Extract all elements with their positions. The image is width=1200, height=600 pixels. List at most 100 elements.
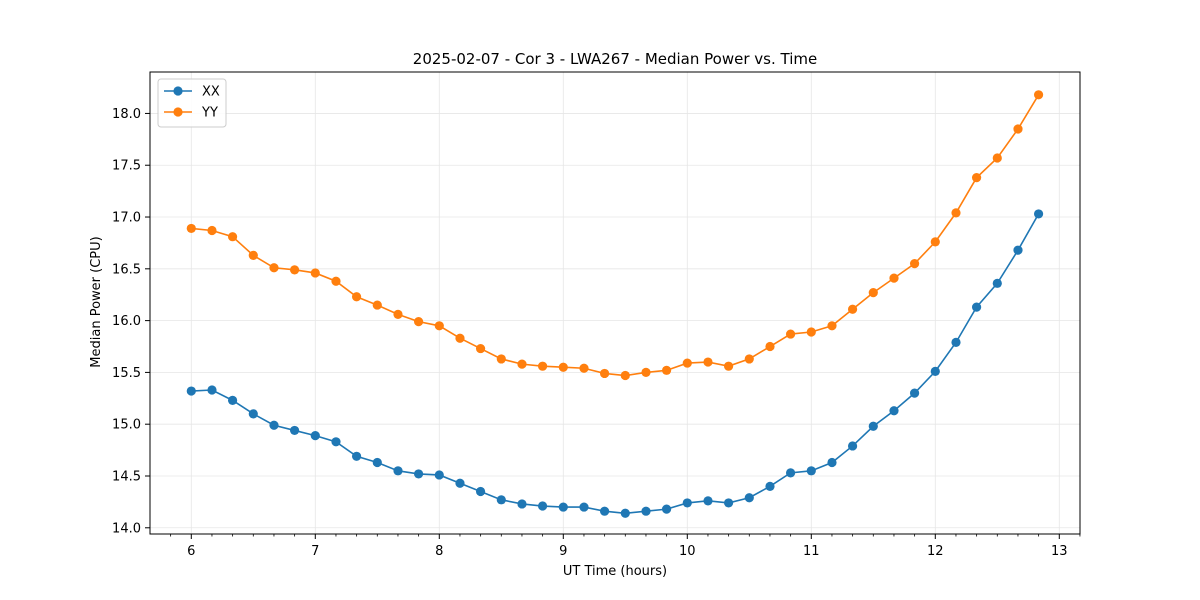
chart-title: 2025-02-07 - Cor 3 - LWA267 - Median Pow… [413, 50, 817, 68]
legend-marker-xx [173, 86, 183, 96]
data-point-yy [227, 232, 238, 242]
x-tick-label: 7 [311, 544, 319, 559]
data-point-xx [475, 486, 486, 497]
grid [150, 72, 1080, 534]
data-point-xx [227, 395, 238, 405]
data-point-xx [951, 337, 961, 347]
data-point-yy [393, 309, 403, 319]
data-point-xx [372, 457, 382, 468]
data-point-xx [248, 409, 258, 419]
data-point-yy [496, 354, 506, 364]
data-point-xx [661, 504, 672, 514]
data-point-yy [455, 333, 465, 343]
data-point-xx [641, 506, 651, 516]
series-xx [186, 209, 1044, 518]
data-point-xx [579, 502, 589, 512]
data-point-xx [847, 441, 858, 451]
data-point-yy [248, 250, 258, 260]
data-point-xx [909, 388, 920, 398]
data-point-yy [868, 288, 878, 298]
x-tick-label: 9 [559, 544, 567, 559]
x-tick-label: 6 [187, 544, 195, 559]
data-point-yy [620, 370, 630, 381]
data-point-yy [434, 321, 444, 331]
data-point-yy [537, 361, 548, 371]
y-tick-label: 15.0 [112, 418, 141, 433]
data-point-yy [1013, 124, 1023, 134]
data-point-xx [723, 498, 734, 508]
data-point-yy [723, 361, 734, 371]
data-point-xx [310, 430, 320, 441]
data-point-xx [517, 499, 527, 509]
data-point-yy [289, 265, 300, 275]
legend-marker-yy [173, 107, 183, 117]
data-point-xx [868, 421, 878, 431]
data-point-yy [186, 223, 196, 234]
x-tick-label: 12 [927, 544, 944, 559]
y-tick-label: 18.0 [112, 107, 141, 122]
x-tick-label: 8 [435, 544, 443, 559]
data-point-xx [455, 478, 465, 488]
data-point-xx [289, 425, 300, 436]
x-tick-label: 13 [1051, 544, 1068, 559]
axes [149, 71, 1081, 535]
data-point-yy [682, 358, 692, 368]
data-point-xx [496, 495, 506, 505]
data-point-yy [909, 259, 920, 269]
y-tick-label: 14.0 [112, 521, 141, 536]
data-point-yy [930, 237, 940, 247]
data-point-xx [207, 385, 217, 395]
data-point-yy [785, 329, 796, 339]
data-point-yy [847, 304, 858, 314]
data-point-yy [1033, 90, 1044, 100]
data-point-xx [682, 498, 692, 508]
data-point-xx [1033, 209, 1044, 219]
data-point-yy [558, 362, 568, 372]
data-point-xx [765, 481, 775, 491]
data-point-xx [269, 420, 279, 430]
data-point-xx [889, 406, 899, 416]
y-tick-label: 17.5 [112, 159, 141, 174]
data-point-xx [186, 386, 196, 396]
data-point-yy [310, 268, 320, 278]
legend-label-yy: YY [201, 106, 218, 121]
data-point-yy [744, 354, 754, 364]
data-point-xx [413, 469, 424, 479]
data-point-xx [930, 366, 940, 376]
data-point-xx [620, 508, 630, 518]
y-tick-label: 16.0 [112, 314, 141, 329]
data-point-yy [207, 225, 217, 236]
data-point-yy [992, 153, 1002, 163]
data-point-yy [951, 208, 961, 218]
y-tick-label: 16.5 [112, 262, 141, 277]
y-tick-label: 14.5 [112, 469, 141, 484]
data-point-xx [393, 466, 403, 476]
data-point-yy [599, 368, 610, 379]
plot-frame [149, 71, 1081, 535]
legend: XX YY [157, 78, 227, 128]
series-yy [186, 90, 1044, 381]
data-point-yy [475, 343, 486, 354]
data-point-xx [351, 451, 362, 461]
data-point-yy [971, 173, 982, 183]
data-point-xx [558, 502, 568, 512]
data-point-yy [351, 292, 362, 302]
data-point-yy [413, 317, 424, 327]
data-point-yy [889, 273, 899, 283]
data-point-yy [579, 363, 589, 373]
x-tick-label: 10 [679, 544, 696, 559]
data-point-xx [703, 496, 713, 506]
data-point-yy [806, 327, 816, 337]
y-tick-label: 15.5 [112, 366, 141, 381]
data-point-xx [806, 466, 816, 476]
x-tick-label: 11 [803, 544, 820, 559]
data-point-yy [372, 300, 382, 310]
data-point-xx [827, 457, 837, 468]
data-point-yy [765, 341, 775, 352]
data-point-xx [434, 470, 444, 480]
ticks: 6 7 8 9 10 11 12 13 14.0 14.5 15.0 15.5 16.0 16.5 17.0… [112, 107, 1081, 559]
x-axis-label: UT Time (hours) [563, 564, 667, 579]
data-point-xx [537, 501, 548, 511]
data-point-xx [744, 493, 754, 503]
data-point-xx [1013, 245, 1023, 255]
